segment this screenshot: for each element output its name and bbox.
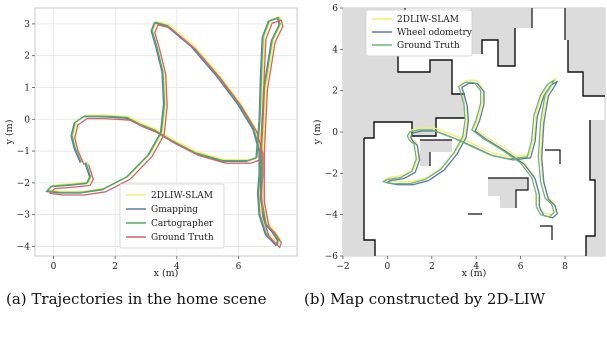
x-tick-label: 6 bbox=[236, 262, 242, 272]
wall bbox=[481, 28, 516, 67]
legend: 2DLIW-SLAM Gmapping Cartographer Ground Tru… bbox=[119, 183, 225, 249]
figure: 0 2 4 6 3 2 1 0 −1 −2 −3 −4 x (m) y (m) 2DLIW-SLAM… bbox=[4, 4, 606, 279]
wall bbox=[585, 120, 596, 256]
legend-label: Wheel odometry bbox=[397, 28, 473, 38]
legend-box bbox=[365, 9, 473, 57]
y-tick-label: 0 bbox=[332, 128, 338, 138]
map-plot: −2 0 2 4 6 8 6 4 2 0 −2 −4 −6 x (m) y (m) 2DLIW-SLA… bbox=[312, 4, 606, 279]
wall bbox=[364, 117, 465, 139]
y-tick-labels: 3 2 1 0 −1 −2 −3 −4 bbox=[17, 20, 35, 252]
x-tick-label: 0 bbox=[51, 262, 57, 272]
y-tick-label: 6 bbox=[332, 4, 338, 14]
occupancy-map bbox=[343, 8, 605, 256]
x-tick-label: 8 bbox=[562, 262, 568, 272]
legend-label: 2DLIW-SLAM bbox=[397, 15, 459, 25]
series-line-2 bbox=[382, 79, 555, 218]
unknown-region bbox=[565, 8, 605, 96]
series-lines bbox=[45, 15, 284, 249]
y-tick-label: 2 bbox=[332, 87, 338, 97]
y-tick-label: −1 bbox=[17, 147, 30, 157]
y-axis-label: y (m) bbox=[4, 120, 15, 146]
y-tick-labels: 6 4 2 0 −2 −4 −6 bbox=[325, 4, 343, 262]
y-tick-label: −4 bbox=[17, 242, 31, 252]
x-axis-label: x (m) bbox=[154, 268, 179, 279]
y-tick-label: 3 bbox=[24, 20, 30, 30]
series-lines bbox=[382, 77, 558, 219]
legend-label: Gmapping bbox=[151, 205, 198, 215]
caption-b: (b) Map constructed by 2D-LIW bbox=[304, 290, 546, 308]
y-tick-label: 4 bbox=[332, 45, 338, 55]
x-tick-label: 0 bbox=[385, 262, 391, 272]
x-tick-label: −2 bbox=[336, 262, 349, 272]
legend-box bbox=[119, 183, 225, 249]
trajectory-plot: 0 2 4 6 3 2 1 0 −1 −2 −3 −4 x (m) y (m) 2DLIW-SLAM… bbox=[4, 7, 298, 279]
y-tick-label: −4 bbox=[325, 211, 339, 221]
unknown-region bbox=[343, 8, 465, 240]
x-tick-labels: −2 0 2 4 6 8 bbox=[336, 256, 568, 272]
y-axis-label: y (m) bbox=[312, 120, 323, 146]
wall bbox=[488, 177, 529, 208]
wall bbox=[397, 24, 465, 95]
y-tick-label: 1 bbox=[24, 83, 30, 93]
wall bbox=[363, 138, 376, 256]
series-line-3 bbox=[49, 19, 284, 249]
wall bbox=[468, 149, 561, 240]
legend-label: Ground Truth bbox=[397, 41, 460, 51]
y-tick-label: 0 bbox=[24, 115, 30, 125]
y-tick-label: −6 bbox=[325, 252, 339, 262]
x-tick-label: 4 bbox=[473, 262, 479, 272]
y-tick-label: −3 bbox=[17, 211, 31, 221]
y-tick-label: −2 bbox=[17, 179, 30, 189]
x-tick-label: 2 bbox=[112, 262, 118, 272]
wall bbox=[420, 139, 452, 166]
series-line-2 bbox=[46, 16, 281, 246]
legend-label: Ground Truth bbox=[151, 233, 214, 243]
legend-label: 2DLIW-SLAM bbox=[151, 191, 213, 201]
x-axis-label: x (m) bbox=[462, 268, 487, 279]
unknown-region bbox=[420, 140, 452, 166]
x-tick-label: 4 bbox=[174, 262, 180, 272]
unknown-region bbox=[470, 8, 532, 66]
caption-a: (a) Trajectories in the home scene bbox=[6, 290, 267, 308]
y-tick-label: 2 bbox=[24, 52, 30, 62]
y-tick-label: −2 bbox=[325, 169, 338, 179]
legend-label: Cartographer bbox=[151, 219, 214, 229]
x-tick-label: 2 bbox=[429, 262, 435, 272]
unknown-region bbox=[488, 178, 528, 208]
legend: 2DLIW-SLAM Wheel odometry Ground Truth bbox=[365, 9, 473, 57]
wall bbox=[567, 40, 605, 97]
x-tick-labels: 0 2 4 6 bbox=[51, 256, 242, 272]
x-tick-label: 6 bbox=[518, 262, 524, 272]
unknown-region bbox=[343, 240, 375, 256]
